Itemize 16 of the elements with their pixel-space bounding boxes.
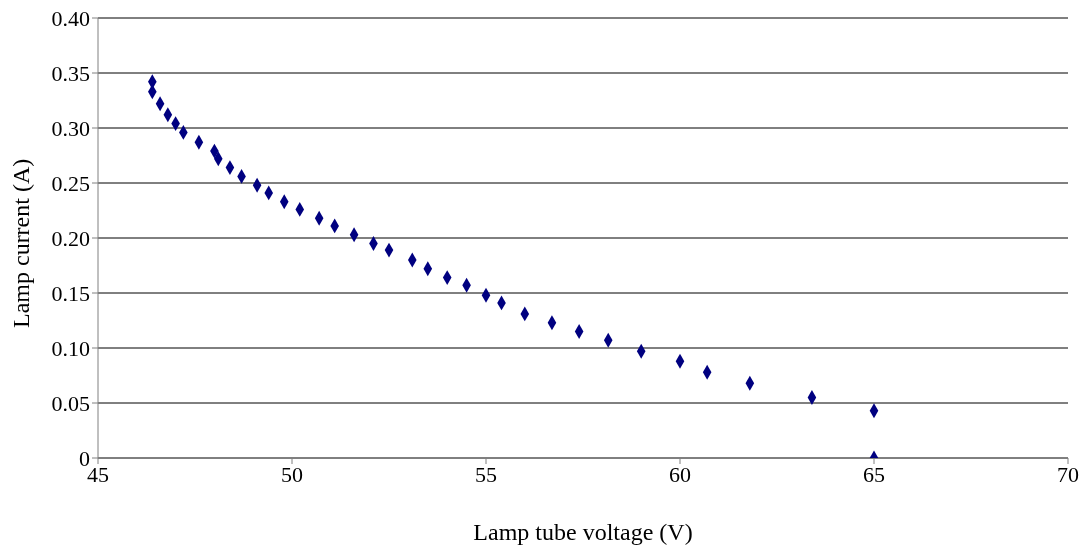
y-tick-label: 0.10	[51, 335, 90, 361]
x-tick-label: 65	[863, 461, 885, 487]
y-tick-label: 0.25	[51, 170, 90, 196]
y-axis-title: Lamp current (A)	[7, 158, 34, 328]
y-tick-label: 0.15	[51, 280, 90, 306]
y-tick-label: 0	[79, 445, 90, 471]
x-axis-title: Lamp tube voltage (V)	[473, 519, 693, 545]
x-tick-label: 50	[281, 461, 303, 487]
x-tick-label: 60	[669, 461, 691, 487]
y-tick-label: 0.20	[51, 225, 90, 251]
y-tick-label: 0.40	[51, 5, 90, 31]
y-tick-label: 0.35	[51, 60, 90, 86]
y-tick-label: 0.05	[51, 390, 90, 416]
x-tick-label: 55	[475, 461, 497, 487]
x-tick-label: 70	[1057, 461, 1079, 487]
y-tick-label: 0.30	[51, 115, 90, 141]
